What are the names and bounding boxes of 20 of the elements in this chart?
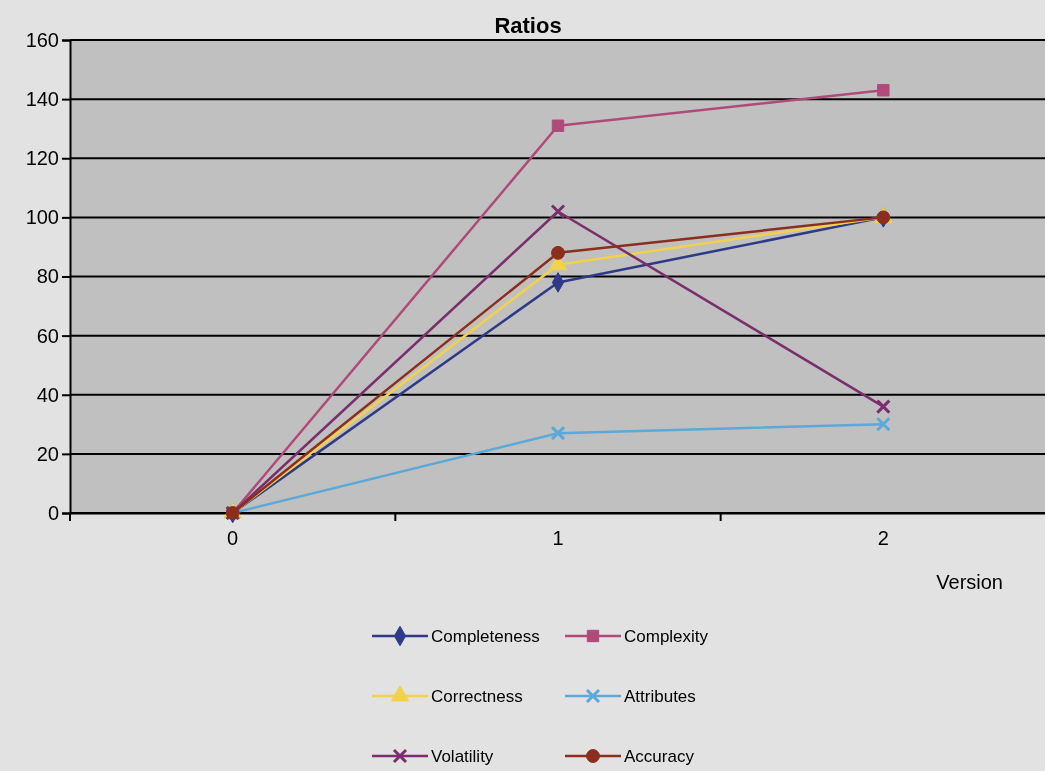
y-tick-label: 20 bbox=[36, 442, 59, 465]
legend-label: Complexity bbox=[624, 627, 709, 646]
chart-title: Ratios bbox=[494, 13, 562, 38]
y-tick-label: 60 bbox=[36, 324, 59, 347]
y-tick-label: 100 bbox=[25, 206, 59, 229]
legend-label: Completeness bbox=[431, 627, 540, 646]
y-tick-label: 160 bbox=[25, 28, 59, 51]
y-tick-label: 0 bbox=[47, 501, 59, 524]
y-tick-label: 120 bbox=[25, 147, 59, 170]
x-axis-title: Version bbox=[936, 571, 1003, 593]
y-tick-label: 80 bbox=[36, 265, 59, 288]
y-tick-label: 140 bbox=[25, 88, 59, 111]
legend-label: Accuracy bbox=[624, 747, 695, 766]
legend-label: Correctness bbox=[431, 687, 523, 706]
x-tick-label: 0 bbox=[227, 527, 239, 550]
x-tick-label: 1 bbox=[552, 527, 564, 550]
x-tick-label: 2 bbox=[877, 527, 889, 550]
y-tick-label: 40 bbox=[36, 383, 59, 406]
legend-label: Volatility bbox=[431, 747, 494, 766]
legend-label: Attributes bbox=[624, 687, 696, 706]
